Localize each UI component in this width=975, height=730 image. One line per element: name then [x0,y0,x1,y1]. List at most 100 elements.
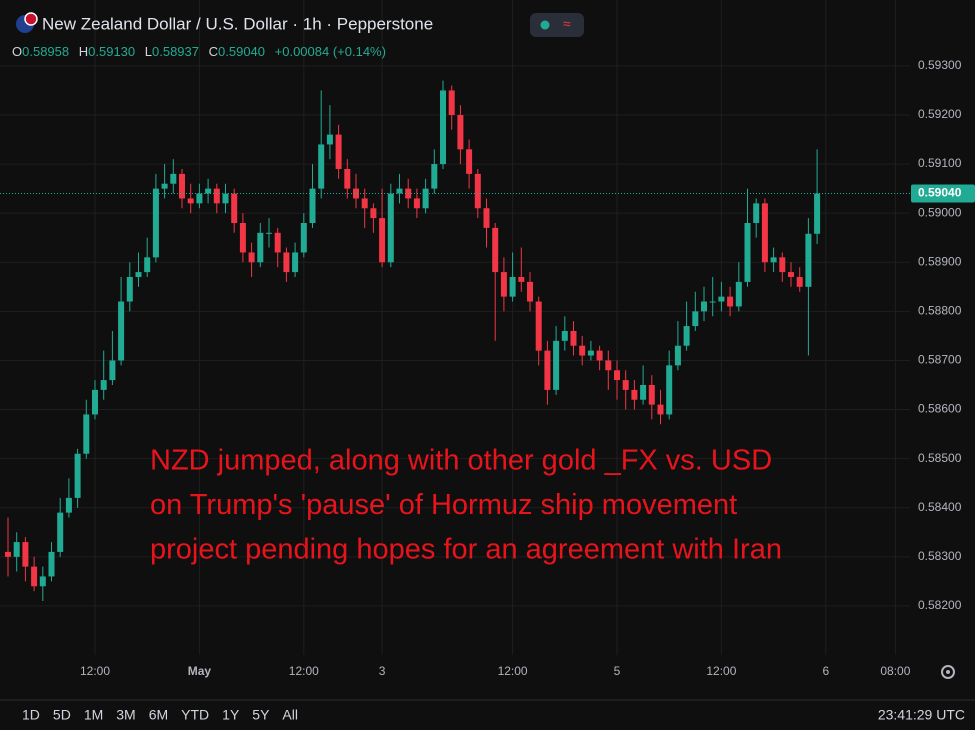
x-tick-label: 6 [822,664,829,678]
candle-body [631,389,638,400]
candle-body [648,384,655,405]
range-button[interactable]: 1Y [222,707,240,723]
candle-body [692,311,699,327]
candle-body [440,90,446,165]
candle-body [709,301,716,303]
status-badge[interactable]: ≈ [530,13,584,37]
candle-body [448,90,455,115]
range-button[interactable]: 1D [22,707,40,723]
annotation: project pending hopes for an agreement w… [150,534,782,566]
candle-body [353,188,359,199]
candle-body [570,330,577,346]
candle-body [213,188,220,204]
candle-body [718,296,725,302]
candle-body [135,272,142,277]
candle-body [396,188,403,194]
candle-body [561,330,568,341]
candle-body [170,173,177,184]
candle-body [492,227,499,273]
candle-body [196,193,203,204]
candle-body [370,208,377,219]
candle-body [335,134,342,169]
candle-body [22,542,29,567]
ohlc-value: 0.59130 [88,44,135,59]
candle-body [761,203,768,263]
candle-body [431,164,438,189]
candle-body [257,232,264,263]
candle-body [674,345,681,366]
candle-body [640,384,647,400]
candle-body [231,193,238,223]
candle-body [179,173,185,199]
range-button[interactable]: 1M [84,707,103,723]
candle-body [457,114,464,150]
candle-body [544,350,551,390]
candle-body [326,134,333,145]
range-button[interactable]: 6M [149,707,168,723]
candle-body [805,233,812,287]
candle-body [483,208,490,228]
range-button[interactable]: 5Y [252,707,270,723]
candle-body [57,512,64,552]
range-button[interactable]: All [282,707,298,723]
candle-body [13,542,20,557]
candle-body [126,276,133,302]
y-tick-label: 0.58400 [918,500,962,514]
candle-body [387,193,394,263]
candle-body [100,380,107,390]
candle-body [814,193,821,234]
candle-body [753,203,760,223]
y-tick-label: 0.59200 [918,107,962,121]
candle-body [605,360,612,371]
candle-body [744,222,751,282]
x-tick-label: 12:00 [80,664,110,678]
ohlc-key: H [79,44,88,59]
last-price-label: 0.59040 [918,186,962,200]
x-tick-label: May [188,664,212,678]
y-tick-label: 0.58500 [918,451,962,465]
last-price-tag [911,184,975,203]
candle-body [118,301,125,361]
candle-body [527,281,533,302]
candle-body [31,566,38,587]
x-tick-label: 12:00 [498,664,528,678]
candle-body [292,252,299,273]
x-tick-label: 12:00 [706,664,736,678]
candle-body [83,414,90,454]
candle-body [553,340,560,390]
candle-body [379,218,386,263]
candle-body [622,380,629,390]
y-tick-label: 0.58300 [918,549,962,563]
candle-body [187,198,194,204]
x-tick-label: 08:00 [880,664,910,678]
ohlc-key: C [209,44,218,59]
range-button[interactable]: YTD [181,707,209,723]
candle-body [222,193,229,204]
candle-body [535,301,542,351]
y-tick-label: 0.59100 [918,156,962,170]
candle-body [309,188,316,223]
candle-body [109,360,116,381]
y-tick-label: 0.58200 [918,598,962,612]
settings-icon[interactable] [941,665,955,679]
ohlc-change: +0.00084 (+0.14%) [275,44,386,59]
grid [0,0,910,655]
range-button[interactable]: 3M [116,707,135,723]
candle-body [274,232,281,253]
ohlc-value: 0.58958 [22,44,69,59]
candle-body [509,276,516,297]
range-button[interactable]: 5D [53,707,71,723]
annotation: NZD jumped, along with other gold _FX vs… [150,445,772,477]
clock: 23:41:29 UTC [878,707,965,723]
candle-body [683,326,690,346]
candle-body [596,350,603,361]
ohlc-legend: O0.58958 H0.59130 L0.58937 C0.59040 +0.0… [12,44,386,59]
candle-body [205,188,212,194]
x-tick-label: 12:00 [289,664,319,678]
candle-body [701,301,707,312]
candle-body [474,173,481,209]
candle-body [74,453,81,498]
y-tick-label: 0.58700 [918,353,962,367]
